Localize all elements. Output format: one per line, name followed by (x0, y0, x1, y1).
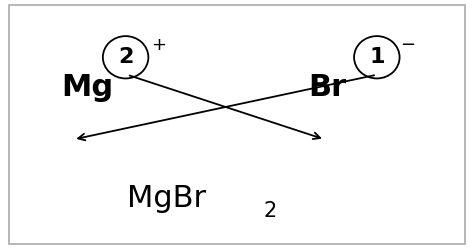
Text: Mg: Mg (62, 73, 114, 102)
Text: +: + (151, 36, 166, 54)
Text: 2: 2 (263, 201, 276, 221)
Text: MgBr: MgBr (127, 184, 206, 213)
Text: Br: Br (308, 73, 346, 102)
Text: 1: 1 (369, 47, 384, 67)
Text: −: − (401, 36, 416, 54)
Text: 2: 2 (118, 47, 133, 67)
